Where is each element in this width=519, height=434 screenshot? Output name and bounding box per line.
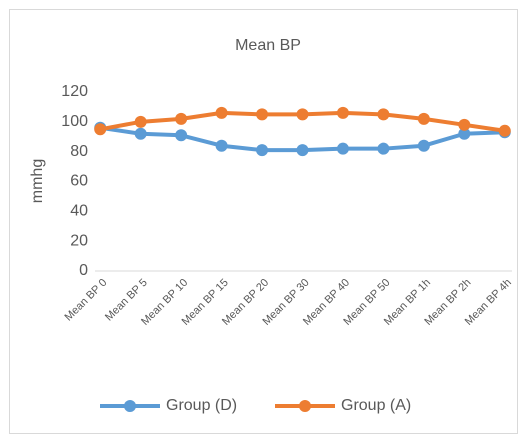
legend-label: Group (A) (341, 397, 411, 414)
legend-marker (299, 400, 311, 412)
y-tick-label: 120 (61, 83, 88, 100)
data-point (336, 142, 349, 155)
y-axis-label: mmhg (29, 159, 46, 203)
chart-title: Mean BP (235, 37, 301, 54)
data-point (377, 108, 390, 121)
data-point (134, 127, 147, 140)
data-point (175, 112, 188, 125)
legend-marker (124, 400, 136, 412)
data-point (256, 108, 269, 121)
data-point (94, 123, 107, 136)
data-point (498, 124, 511, 137)
data-point (215, 106, 228, 119)
data-point (417, 139, 430, 152)
y-tick-label: 100 (61, 113, 88, 130)
data-point (296, 144, 309, 157)
y-tick-label: 0 (79, 262, 88, 279)
legend-label: Group (D) (166, 397, 237, 414)
data-point (175, 129, 188, 142)
y-tick-label: 60 (70, 173, 88, 190)
data-point (256, 144, 269, 157)
data-point (134, 115, 147, 128)
data-point (377, 142, 390, 155)
data-point (417, 112, 430, 125)
y-tick-label: 80 (70, 143, 88, 160)
data-point (458, 118, 471, 131)
y-tick-label: 40 (70, 203, 88, 220)
y-tick-label: 20 (70, 232, 88, 249)
data-point (458, 127, 471, 140)
data-point (336, 106, 349, 119)
data-point (296, 108, 309, 121)
data-point (215, 139, 228, 152)
chart-frame (9, 9, 518, 434)
